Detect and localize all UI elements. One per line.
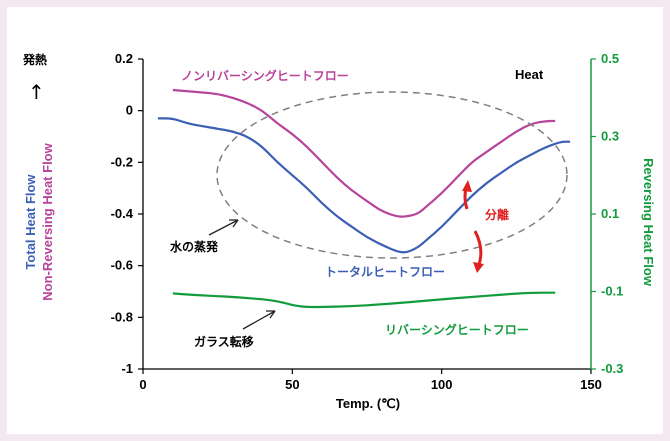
total-heat-flow-line [157, 117, 571, 254]
heat-flow-chart: 0 50 100 150 -1 -0.8 -0.6 -0.4 -0.2 0 0.2 -0.3 -0.1 0… [22, 51, 656, 411]
separation-up-arrowhead [462, 180, 472, 192]
left-y-tick-label: 0 [126, 103, 133, 118]
x-tick-label: 150 [580, 377, 602, 392]
glass-transition-pointer-head [266, 310, 276, 319]
x-tick-label: 100 [431, 377, 453, 392]
x-axis-label: Temp. (℃) [336, 396, 400, 411]
non-reversing-heat-flow-line [172, 88, 556, 218]
dashed-ellipse [216, 91, 568, 259]
y-axis-label-reversing: Reversing Heat Flow [641, 158, 656, 287]
reversing-heat-flow-line [172, 291, 556, 309]
series-label-non-reversing: ノンリバーシングヒートフロー [181, 68, 349, 83]
right-y-tick-label: -0.1 [601, 284, 623, 299]
left-y-tick-label: -0.6 [111, 258, 133, 273]
right-y-tick-label: -0.3 [601, 361, 623, 376]
chart-container: 0 50 100 150 -1 -0.8 -0.6 -0.4 -0.2 0 0.2 -0.3 -0.1 0… [7, 7, 663, 434]
left-y-tick-label: 0.2 [115, 51, 133, 66]
series-label-total: トータルヒートフロー [325, 265, 445, 279]
y-axis-label-total: Total Heat Flow [23, 174, 38, 270]
right-y-tick-label: 0.1 [601, 206, 619, 221]
evaporation-label: 水の蒸発 [170, 239, 219, 254]
left-y-tick-label: -0.4 [111, 206, 134, 221]
x-tick-label: 0 [139, 377, 146, 392]
right-y-tick-label: 0.3 [601, 129, 619, 144]
heat-legend-label: Heat [515, 67, 544, 82]
evaporation-pointer-head [229, 219, 239, 228]
left-y-tick-label: -0.2 [111, 154, 133, 169]
left-y-tick-label: -1 [121, 361, 133, 376]
heat-label: 発熱 [22, 52, 47, 67]
separation-label: 分離 [485, 207, 509, 222]
glass-transition-pointer [242, 310, 276, 330]
glass-transition-label: ガラス転移 [194, 334, 254, 349]
separation-down-arrow-icon [473, 230, 483, 268]
right-y-tick-label: 0.5 [601, 51, 619, 66]
y-axis-label-non-reversing: Non-Reversing Heat Flow [40, 142, 55, 300]
evaporation-pointer [208, 219, 239, 236]
x-tick-label: 50 [285, 377, 299, 392]
separation-down-arrowhead [473, 262, 484, 273]
series-label-reversing: リバーシングヒートフロー [385, 322, 529, 337]
left-y-tick-label: -0.8 [111, 309, 133, 324]
heat-up-arrow-icon: ↑ [28, 80, 45, 104]
